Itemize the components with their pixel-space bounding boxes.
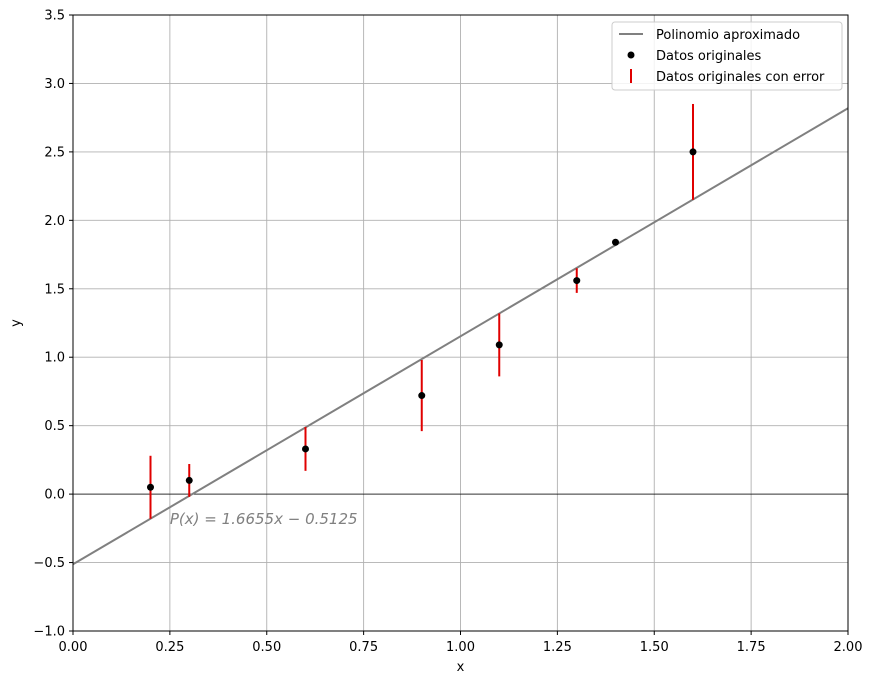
x-tick-label: 0.50 bbox=[252, 640, 281, 655]
y-tick-label: 2.5 bbox=[44, 145, 65, 160]
y-tick-label: 0.5 bbox=[44, 419, 65, 434]
x-tick-label: 1.50 bbox=[640, 640, 669, 655]
y-tick-label: 0.0 bbox=[44, 488, 65, 503]
fit-line bbox=[72, 107, 849, 566]
fit-line-layer bbox=[72, 107, 849, 566]
data-point-layer bbox=[147, 148, 697, 491]
y-tick-label: 3.0 bbox=[44, 77, 65, 92]
y-tick-label: 2.0 bbox=[44, 214, 65, 229]
data-point bbox=[495, 341, 503, 349]
x-tick-label: 1.75 bbox=[737, 640, 766, 655]
data-point bbox=[573, 277, 581, 285]
data-point bbox=[689, 148, 697, 156]
equation-annotation: P(x) = 1.6655x − 0.5125 bbox=[170, 510, 358, 528]
y-tick-label: 1.0 bbox=[44, 351, 65, 366]
legend-point-swatch bbox=[627, 51, 635, 59]
x-ticks: 0.00 0.25 0.50 0.75 1.00 1.25 1.50 1.75 2.00 bbox=[59, 631, 863, 655]
data-point bbox=[612, 238, 619, 246]
x-axis-label: x bbox=[457, 660, 465, 675]
x-tick-label: 1.00 bbox=[446, 640, 475, 655]
legend-box bbox=[611, 21, 843, 91]
data-point bbox=[185, 476, 193, 484]
y-tick-label: 3.5 bbox=[44, 9, 65, 24]
data-point bbox=[147, 483, 154, 491]
y-axis-label: y bbox=[9, 319, 24, 327]
x-tick-label: 0.00 bbox=[59, 640, 88, 655]
y-tick-label: −0.5 bbox=[33, 556, 65, 571]
y-tick-label: 1.5 bbox=[44, 282, 65, 297]
legend-label-fit: Polinomio aproximado bbox=[656, 28, 800, 43]
data-point bbox=[302, 445, 309, 453]
y-ticks: −1.0 −0.5 0.0 0.5 1.0 1.5 2.0 2.5 3.0 3.5 bbox=[33, 9, 73, 640]
data-point bbox=[418, 392, 426, 400]
x-tick-label: 1.25 bbox=[543, 640, 572, 655]
legend: Polinomio aproximado Datos originales Da… bbox=[611, 21, 843, 91]
x-tick-label: 2.00 bbox=[834, 640, 863, 655]
x-tick-label: 0.75 bbox=[349, 640, 378, 655]
legend-label-error: Datos originales con error bbox=[656, 70, 825, 85]
x-tick-label: 0.25 bbox=[155, 640, 184, 655]
legend-label-data: Datos originales bbox=[656, 49, 762, 64]
y-tick-label: −1.0 bbox=[33, 625, 65, 640]
